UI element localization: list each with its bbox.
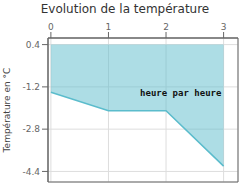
- svg-text:Température en °C: Température en °C: [8, 68, 12, 154]
- svg-text:-2.8: -2.8: [22, 124, 40, 134]
- svg-text:-4.4: -4.4: [22, 167, 40, 177]
- svg-text:2: 2: [163, 22, 169, 32]
- svg-text:-1.2: -1.2: [22, 82, 40, 92]
- svg-text:0: 0: [48, 22, 54, 32]
- svg-text:1: 1: [106, 22, 112, 32]
- html-text:Evolution de la température: Evolution de la température: [40, 2, 210, 16]
- svg-text:3: 3: [221, 22, 227, 32]
- svg-text:heure par heure: heure par heure: [140, 88, 222, 98]
- svg-text:0.4: 0.4: [26, 40, 41, 50]
